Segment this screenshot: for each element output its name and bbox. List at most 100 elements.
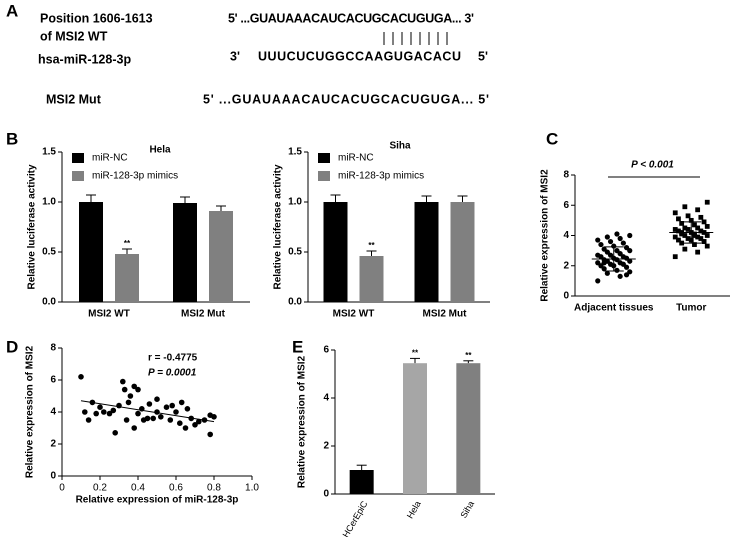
data-point bbox=[611, 243, 617, 249]
panel-label: C bbox=[546, 129, 558, 148]
data-point bbox=[682, 225, 688, 231]
data-point bbox=[672, 254, 678, 260]
legend-label: miR-NC bbox=[92, 153, 128, 164]
pairing-bars bbox=[383, 32, 448, 45]
data-point bbox=[177, 420, 183, 427]
x-tick-label: Hela bbox=[405, 499, 423, 520]
sequence: 5' bbox=[478, 49, 488, 63]
data-point bbox=[116, 402, 122, 409]
x-tick-label: MSI2 WT bbox=[333, 309, 375, 320]
x-tick-label: MSI2 Mut bbox=[423, 309, 468, 320]
bar bbox=[403, 363, 427, 494]
legend-swatch bbox=[72, 171, 84, 181]
sequence: UUUCUCUGGCCAAGUGACACU bbox=[258, 49, 461, 63]
data-point bbox=[685, 227, 691, 232]
data-point bbox=[121, 386, 128, 393]
seq-label: of MSI2 WT bbox=[40, 29, 108, 43]
y-axis-label: Relative expression of MSI2 bbox=[540, 169, 551, 302]
data-point bbox=[695, 225, 701, 231]
data-point bbox=[146, 401, 153, 407]
y-tick-label: 8 bbox=[563, 170, 569, 181]
data-point bbox=[127, 393, 134, 399]
bar bbox=[173, 203, 197, 302]
significance: ** bbox=[124, 239, 131, 248]
data-point bbox=[672, 227, 678, 232]
panel-label: E bbox=[292, 337, 303, 356]
panel-label: B bbox=[6, 129, 18, 148]
trend-line bbox=[80, 400, 215, 423]
y-axis-label: Relative expression of MSI2 bbox=[25, 345, 36, 478]
data-point bbox=[695, 234, 701, 240]
x-tick-label: HCerEpiC bbox=[341, 499, 370, 537]
data-point bbox=[627, 232, 633, 239]
data-point bbox=[698, 236, 704, 241]
data-point bbox=[620, 240, 626, 246]
data-point bbox=[192, 422, 198, 428]
data-point bbox=[672, 210, 678, 216]
x-tick-label: 0.8 bbox=[207, 483, 221, 494]
data-point bbox=[704, 199, 710, 205]
data-point bbox=[158, 414, 164, 420]
sequence: 5' ...GUAUAAACAUCACUGCACUGUGA... 3' bbox=[228, 11, 474, 25]
p-value: P < 0.001 bbox=[631, 160, 674, 171]
data-point bbox=[595, 260, 601, 266]
data-point bbox=[623, 245, 630, 251]
bar bbox=[323, 202, 348, 302]
data-point bbox=[144, 415, 151, 422]
data-point bbox=[125, 399, 132, 406]
significance: ** bbox=[465, 351, 472, 360]
data-point bbox=[106, 410, 113, 417]
data-point bbox=[704, 243, 710, 249]
y-tick-label: 1.5 bbox=[42, 147, 56, 158]
stat-annotation: P = 0.0001 bbox=[148, 368, 197, 379]
data-point bbox=[623, 272, 630, 278]
panel-label: A bbox=[6, 1, 18, 20]
data-point bbox=[595, 278, 601, 284]
y-tick-label: 6 bbox=[323, 345, 329, 356]
y-tick-label: 2 bbox=[563, 260, 569, 271]
data-point bbox=[595, 252, 601, 258]
x-tick-label: Tumor bbox=[676, 303, 706, 314]
data-point bbox=[695, 249, 701, 255]
y-tick-label: 1.0 bbox=[288, 197, 302, 208]
bar bbox=[359, 256, 384, 302]
bar bbox=[414, 202, 439, 302]
y-tick-label: 0 bbox=[323, 489, 329, 500]
data-point bbox=[97, 404, 103, 411]
data-point bbox=[672, 234, 678, 240]
legend-swatch bbox=[72, 153, 84, 163]
chart-title: Hela bbox=[149, 145, 171, 156]
data-point bbox=[101, 409, 107, 415]
bar bbox=[456, 363, 481, 494]
y-tick-label: 2 bbox=[323, 441, 329, 452]
bar bbox=[79, 202, 103, 302]
y-tick-label: 1.5 bbox=[288, 147, 302, 158]
data-point bbox=[682, 204, 688, 210]
significance: ** bbox=[412, 349, 419, 358]
x-tick-label: Adjacent tissues bbox=[574, 303, 654, 314]
data-point bbox=[163, 404, 170, 411]
data-point bbox=[211, 414, 217, 420]
data-point bbox=[676, 237, 681, 243]
data-point bbox=[85, 417, 92, 423]
sequence: 3' bbox=[230, 49, 240, 63]
data-point bbox=[614, 267, 620, 273]
data-point bbox=[698, 214, 704, 220]
data-point bbox=[704, 233, 710, 238]
data-point bbox=[679, 221, 685, 226]
y-axis-label: Relative luciferase activity bbox=[27, 164, 38, 290]
y-tick-label: 0.0 bbox=[288, 297, 302, 308]
data-point bbox=[93, 410, 99, 417]
significance: ** bbox=[368, 241, 375, 250]
bar bbox=[209, 211, 233, 302]
data-point bbox=[173, 409, 179, 415]
data-point bbox=[169, 402, 175, 409]
y-tick-label: 0.5 bbox=[42, 247, 56, 258]
legend-label: miR-128-3p mimics bbox=[338, 171, 424, 182]
data-point bbox=[704, 224, 710, 229]
y-tick-label: 4 bbox=[563, 230, 569, 241]
data-point bbox=[120, 378, 126, 385]
legend-swatch bbox=[318, 153, 330, 163]
data-point bbox=[123, 417, 130, 423]
data-point bbox=[701, 219, 707, 225]
